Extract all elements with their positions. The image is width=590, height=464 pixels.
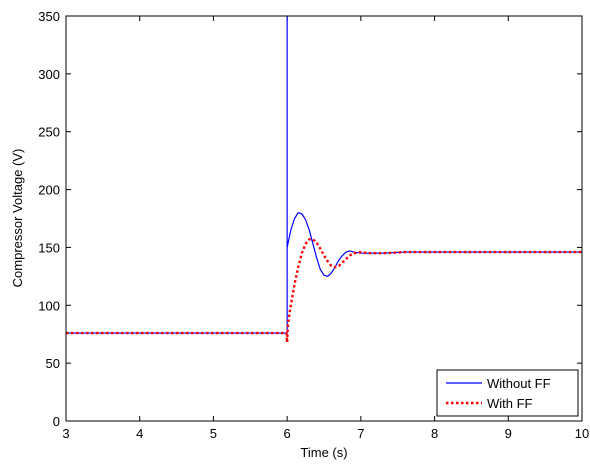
y-tick-label: 0	[53, 414, 60, 429]
legend-label-with-ff: With FF	[487, 396, 533, 411]
y-axis-label: Compressor Voltage (V)	[10, 149, 25, 288]
x-tick-label: 7	[357, 426, 364, 441]
legend-label-without-ff: Without FF	[487, 376, 551, 391]
x-axis-label: Time (s)	[300, 445, 347, 460]
y-tick-label: 150	[38, 240, 60, 255]
x-tick-label: 3	[62, 426, 69, 441]
series-layer	[66, 15, 582, 344]
x-tick-label: 6	[284, 426, 291, 441]
y-tick-label: 200	[38, 183, 60, 198]
series-line-without-ff	[66, 15, 582, 334]
x-tick-label: 4	[136, 426, 143, 441]
y-tick-label: 350	[38, 9, 60, 24]
y-tick-label: 250	[38, 125, 60, 140]
x-axis-ticks: 3 4 5 6 7 8 9 10	[62, 16, 589, 441]
legend: Without FF With FF	[436, 369, 579, 417]
x-tick-label: 8	[431, 426, 438, 441]
y-tick-label: 50	[46, 356, 60, 371]
series-line-with-ff	[66, 238, 582, 344]
x-tick-label: 5	[210, 426, 217, 441]
plot-background	[66, 16, 582, 421]
x-tick-label: 10	[575, 426, 589, 441]
x-tick-label: 9	[505, 426, 512, 441]
y-tick-label: 300	[38, 67, 60, 82]
y-tick-label: 100	[38, 298, 60, 313]
plot-frame	[65, 15, 583, 422]
legend-box	[436, 369, 579, 417]
y-axis-ticks: 0 50 100 150 200 250 300 350	[38, 9, 582, 429]
